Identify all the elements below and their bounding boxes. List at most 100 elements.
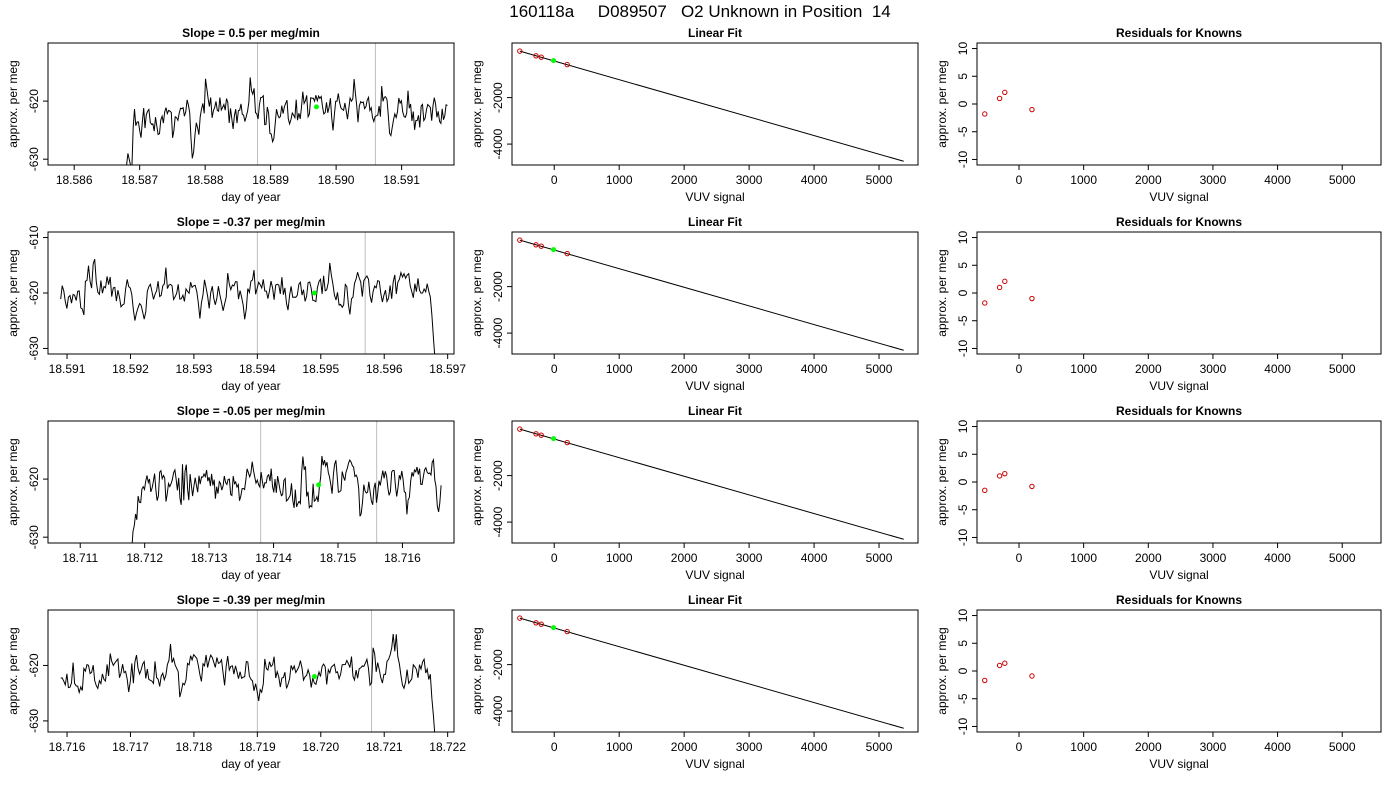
row4-timeseries-xtick-label-2: 18.718 bbox=[176, 740, 213, 754]
row2-linear-fit-fit-line bbox=[519, 239, 904, 351]
row2-timeseries-xtick-label-4: 18.595 bbox=[302, 362, 339, 376]
row4-residuals-residual-point-1 bbox=[996, 662, 1003, 669]
row1-linear-fit-known-point-2 bbox=[538, 54, 544, 60]
row4-linear-fit-ylabel: approx. per meg bbox=[470, 627, 484, 714]
row1-residuals-xtick-label-5: 5000 bbox=[1329, 173, 1356, 187]
row2-residuals-xtick-label-5: 5000 bbox=[1329, 362, 1356, 376]
row1-linear-fit-xlabel: VUV signal bbox=[685, 190, 744, 204]
row4-residuals-ytick-label-0: -10 bbox=[956, 717, 970, 735]
row2-linear-fit-xtick-label-1: 1000 bbox=[606, 362, 633, 376]
row2-timeseries-xtick-label-0: 18.591 bbox=[49, 362, 86, 376]
row2-residuals-xtick-label-2: 2000 bbox=[1135, 362, 1162, 376]
row4-residuals-xtick-label-5: 5000 bbox=[1329, 740, 1356, 754]
row3-residuals-title: Residuals for Knowns bbox=[1116, 404, 1242, 418]
row3-linear-fit-known-point-3 bbox=[564, 439, 570, 446]
row2-timeseries-xtick-label-5: 18.596 bbox=[366, 362, 403, 376]
row4-linear-fit-known-point-1 bbox=[533, 620, 539, 626]
row3-timeseries-title: Slope = -0.05 per meg/min bbox=[177, 404, 325, 418]
row4-linear-fit-known-point-2 bbox=[538, 621, 544, 627]
row4-residuals-xtick-label-4: 4000 bbox=[1264, 740, 1291, 754]
row1-linear-fit-frame bbox=[511, 42, 919, 166]
row2-residuals-residual-point-0 bbox=[982, 300, 988, 306]
row1-residuals-xtick-label-4: 4000 bbox=[1264, 173, 1291, 187]
row3-residuals-frame bbox=[976, 420, 1382, 544]
row4-residuals-residual-point-0 bbox=[982, 677, 988, 684]
row3-residuals-xtick-label-1: 1000 bbox=[1070, 551, 1097, 565]
row2-timeseries-ytick-label-0: -630 bbox=[27, 336, 41, 360]
row2-residuals-residual-point-3 bbox=[1029, 295, 1035, 302]
row2-residuals-title: Residuals for Knowns bbox=[1116, 215, 1242, 229]
row3-residuals-xtick-label-3: 3000 bbox=[1200, 551, 1227, 565]
row4-timeseries-xtick-label-1: 18.717 bbox=[112, 740, 149, 754]
row3-residuals-residual-point-0 bbox=[982, 487, 988, 494]
row2-timeseries-xtick-label-1: 18.592 bbox=[112, 362, 149, 376]
row3-residuals-residual-point-3 bbox=[1029, 483, 1035, 490]
row1-timeseries-series-0 bbox=[126, 77, 448, 165]
row4-timeseries-xtick-label-5: 18.721 bbox=[366, 740, 403, 754]
row2-residuals-residual-point-2 bbox=[1002, 278, 1008, 285]
row3-linear-fit-ytick-label-1: -2000 bbox=[491, 460, 505, 491]
row4-linear-fit-xlabel: VUV signal bbox=[685, 757, 744, 771]
row1-residuals-xtick-label-3: 3000 bbox=[1200, 173, 1227, 187]
row4-linear-fit-ytick-label-0: -4000 bbox=[491, 695, 505, 726]
row3-linear-fit-xtick-label-0: 0 bbox=[551, 551, 558, 565]
row2-linear-fit-title: Linear Fit bbox=[688, 215, 742, 229]
row4-timeseries-ytick-label-1: -620 bbox=[27, 653, 41, 677]
row2-residuals-xtick-label-4: 4000 bbox=[1264, 362, 1291, 376]
row2-timeseries-ytick-label-1: -620 bbox=[27, 281, 41, 305]
row1-timeseries-xtick-label-1: 18.587 bbox=[121, 173, 158, 187]
row2-linear-fit-xtick-label-2: 2000 bbox=[671, 362, 698, 376]
row1-residuals-xlabel: VUV signal bbox=[1149, 190, 1208, 204]
row3-residuals-xtick-label-4: 4000 bbox=[1264, 551, 1291, 565]
row1-residuals-ytick-label-1: -5 bbox=[956, 126, 970, 137]
row1-timeseries-xtick-label-0: 18.586 bbox=[56, 173, 93, 187]
row2-linear-fit-ylabel: approx. per meg bbox=[470, 249, 484, 336]
row2-residuals-ytick-label-4: 10 bbox=[956, 231, 970, 245]
row3-timeseries-unknown-marker bbox=[316, 482, 322, 488]
row3-timeseries-xtick-label-2: 18.713 bbox=[191, 551, 228, 565]
row2-timeseries-xtick-label-6: 18.597 bbox=[429, 362, 466, 376]
row2-timeseries-unknown-marker bbox=[311, 290, 317, 296]
row2-linear-fit-known-point-1 bbox=[533, 242, 539, 248]
row4-timeseries-xtick-label-3: 18.719 bbox=[239, 740, 276, 754]
row2-linear-fit-xlabel: VUV signal bbox=[685, 379, 744, 393]
row1-timeseries-xtick-label-3: 18.589 bbox=[252, 173, 289, 187]
row1-linear-fit-unknown-point bbox=[551, 58, 557, 64]
row3-residuals-ytick-label-1: -5 bbox=[956, 504, 970, 515]
row4-residuals-residual-point-3 bbox=[1029, 673, 1035, 679]
row4-timeseries-xtick-label-6: 18.722 bbox=[429, 740, 466, 754]
row1-linear-fit-ytick-label-1: -2000 bbox=[491, 82, 505, 113]
row2-residuals-ytick-label-0: -10 bbox=[956, 339, 970, 357]
row1-timeseries-ylabel: approx. per meg bbox=[6, 60, 20, 147]
row2-timeseries-frame bbox=[47, 231, 455, 355]
row3-timeseries-xtick-label-5: 18.716 bbox=[384, 551, 421, 565]
row4-timeseries-ytick-label-0: -630 bbox=[27, 709, 41, 733]
row1-linear-fit-ytick-label-0: -4000 bbox=[491, 128, 505, 159]
row1-timeseries-xlabel: day of year bbox=[221, 190, 280, 204]
row1-residuals-xtick-label-2: 2000 bbox=[1135, 173, 1162, 187]
row4-linear-fit-xtick-label-0: 0 bbox=[551, 740, 558, 754]
row4-residuals-ytick-label-4: 10 bbox=[956, 609, 970, 623]
row3-linear-fit-xtick-label-2: 2000 bbox=[671, 551, 698, 565]
row1-linear-fit-known-point-3 bbox=[564, 61, 570, 68]
row4-timeseries-frame bbox=[47, 609, 455, 733]
row1-residuals-xtick-label-1: 1000 bbox=[1070, 173, 1097, 187]
row3-linear-fit-known-point-1 bbox=[533, 431, 539, 437]
row3-linear-fit-known-point-2 bbox=[538, 432, 544, 438]
row4-residuals-ytick-label-1: -5 bbox=[956, 693, 970, 704]
row2-timeseries-title: Slope = -0.37 per meg/min bbox=[177, 215, 325, 229]
row4-timeseries-unknown-marker bbox=[311, 674, 317, 680]
row4-residuals-ytick-label-3: 5 bbox=[956, 640, 970, 647]
row1-linear-fit-known-point-1 bbox=[533, 53, 539, 59]
row3-timeseries-xtick-label-1: 18.712 bbox=[126, 551, 163, 565]
row1-residuals-residual-point-2 bbox=[1002, 89, 1008, 96]
row2-linear-fit-xtick-label-0: 0 bbox=[551, 362, 558, 376]
row3-timeseries-xtick-label-3: 18.714 bbox=[255, 551, 292, 565]
row4-residuals-frame bbox=[976, 609, 1382, 733]
page-title: 160118a D089507 O2 Unknown in Position 1… bbox=[509, 2, 891, 21]
row1-residuals-xtick-label-0: 0 bbox=[1016, 173, 1023, 187]
row4-linear-fit-xtick-label-3: 3000 bbox=[736, 740, 763, 754]
row2-residuals-xtick-label-3: 3000 bbox=[1200, 362, 1227, 376]
row3-residuals-residual-point-2 bbox=[1002, 470, 1008, 477]
row1-linear-fit-xtick-label-0: 0 bbox=[551, 173, 558, 187]
